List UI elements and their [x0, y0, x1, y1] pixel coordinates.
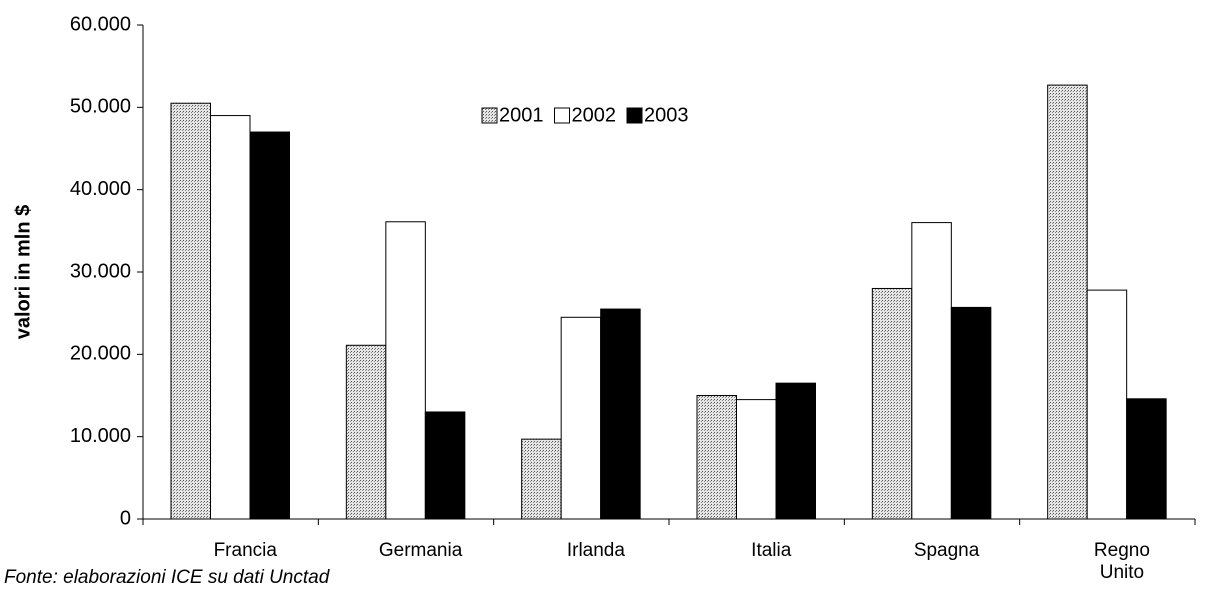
x-tick-label-box: Spagna	[913, 540, 980, 561]
bar	[170, 102, 211, 520]
y-tick-label: 20.000	[70, 343, 131, 365]
x-tick-label-box: Francia	[213, 540, 277, 561]
bar	[775, 382, 816, 520]
x-tick-label-box: Germania	[378, 540, 463, 561]
legend-label: 2003	[644, 104, 689, 126]
x-tick-label: Germania	[378, 540, 463, 561]
x-tick-label: Italia	[751, 540, 792, 561]
legend-swatch	[626, 107, 643, 124]
legend-label: 2002	[572, 104, 617, 126]
bar	[1086, 289, 1128, 520]
bar	[600, 308, 641, 520]
bar	[1047, 84, 1088, 520]
x-tick-label: Francia	[213, 540, 277, 561]
bar	[696, 395, 737, 520]
bar	[521, 438, 562, 520]
y-tick-label: 50.000	[70, 96, 131, 118]
bar	[210, 115, 251, 520]
bar	[385, 221, 426, 520]
x-tick-label-box: Italia	[751, 540, 792, 561]
y-tick-label: 40.000	[70, 178, 131, 200]
source-note: Fonte: elaborazioni ICE su dati Unctad	[4, 567, 331, 588]
x-tick-label: Regno Unito	[1093, 540, 1150, 583]
bar	[736, 399, 777, 520]
x-tick-label-box: Regno Unito	[1093, 540, 1150, 583]
legend-swatch	[481, 107, 498, 124]
legend-label: 2001	[499, 104, 544, 126]
y-tick-label: 10.000	[70, 425, 131, 447]
y-axis-title: valori in mln $	[12, 205, 34, 339]
bar	[249, 131, 290, 520]
x-tick-label: Irlanda	[566, 540, 625, 561]
x-tick-label: Spagna	[913, 540, 980, 561]
y-tick-label: 30.000	[70, 260, 131, 282]
bar	[1126, 398, 1167, 520]
y-tick-label: 60.000	[70, 13, 131, 35]
bar	[345, 344, 387, 520]
bar	[950, 306, 992, 520]
bar	[871, 287, 913, 520]
x-tick-label-box: Irlanda	[566, 540, 625, 561]
bar	[911, 222, 952, 520]
legend-swatch	[554, 107, 570, 124]
y-tick-label: 0	[120, 507, 131, 529]
bar	[560, 316, 602, 520]
bar	[424, 411, 466, 520]
